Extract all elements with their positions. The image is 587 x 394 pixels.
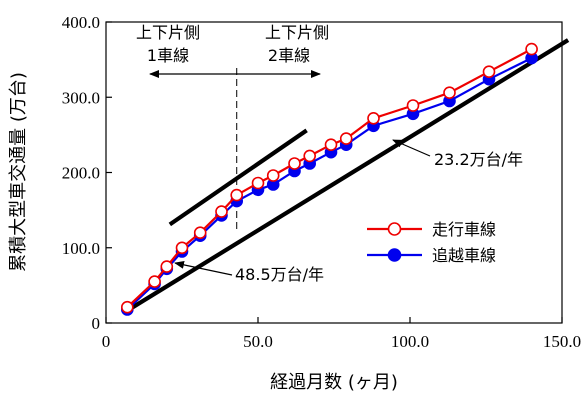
left-segment-line1: 上下片側 bbox=[136, 23, 200, 42]
series-1-point bbox=[303, 149, 317, 163]
series-1-point bbox=[175, 241, 189, 255]
series-1-point bbox=[288, 157, 301, 170]
y-tick-label: 200.0 bbox=[62, 164, 100, 183]
series-1-point bbox=[121, 300, 134, 314]
x-tick-label: 50.0 bbox=[243, 332, 273, 351]
series-1-point bbox=[525, 42, 538, 56]
right-segment-line1: 上下片側 bbox=[265, 23, 329, 42]
trend-lines bbox=[123, 38, 570, 315]
legend-marker-series-1 bbox=[387, 222, 402, 236]
y-tick-label: 0 bbox=[92, 314, 101, 333]
legend-marker-series-2 bbox=[387, 248, 402, 262]
x-axis-label: 経過月数 (ヶ月) bbox=[270, 372, 398, 393]
series-1 bbox=[121, 42, 538, 314]
y-axis-label: 累積大型車交通量 (万台) bbox=[8, 72, 29, 272]
series-1-point bbox=[266, 169, 280, 182]
series-1-point bbox=[160, 260, 174, 273]
trend-line-1 bbox=[123, 38, 570, 315]
x-tick-label: 100.0 bbox=[391, 332, 429, 351]
series-1-point bbox=[148, 275, 161, 288]
trend-line-2 bbox=[168, 128, 308, 227]
series-1-point bbox=[367, 112, 380, 125]
axis-ticks bbox=[105, 21, 563, 324]
series-1-line bbox=[126, 48, 533, 309]
series-1-point bbox=[193, 226, 207, 239]
y-tick-label: 100.0 bbox=[62, 239, 100, 258]
legend: 走行車線 追越車線 bbox=[367, 220, 496, 265]
series-1-point bbox=[482, 65, 496, 78]
legend-item-series-2: 追越車線 bbox=[367, 246, 496, 265]
y-tick-labels: 0 100.0 200.0 300.0 400.0 bbox=[62, 13, 100, 333]
series-1-point bbox=[230, 188, 243, 202]
y-tick-label: 300.0 bbox=[62, 88, 100, 107]
legend-label-series-2: 追越車線 bbox=[432, 246, 496, 265]
slope-high-pointer bbox=[392, 139, 431, 157]
series-1-point bbox=[406, 99, 420, 112]
series-1-point bbox=[339, 132, 353, 145]
series-1-point bbox=[215, 205, 228, 218]
slope-low-label: 48.5万台/年 bbox=[235, 265, 324, 284]
x-tick-label: 0 bbox=[102, 332, 111, 351]
y-tick-label: 400.0 bbox=[62, 13, 100, 32]
x-tick-labels: 0 50.0 100.0 150.0 bbox=[102, 332, 581, 351]
series-1-point bbox=[251, 176, 265, 190]
x-tick-label: 150.0 bbox=[543, 332, 581, 351]
plot-frame bbox=[105, 21, 563, 324]
series-1-point bbox=[443, 86, 456, 99]
series-layer bbox=[121, 42, 538, 316]
legend-label-series-1: 走行車線 bbox=[432, 220, 496, 239]
right-segment-line2: 2車線 bbox=[268, 46, 310, 65]
slope-low-pointer bbox=[174, 260, 233, 276]
slope-high-label: 23.2万台/年 bbox=[434, 150, 523, 169]
legend-item-series-1: 走行車線 bbox=[367, 220, 496, 239]
left-segment-line2: 1車線 bbox=[147, 46, 189, 65]
series-1-point bbox=[324, 138, 338, 151]
